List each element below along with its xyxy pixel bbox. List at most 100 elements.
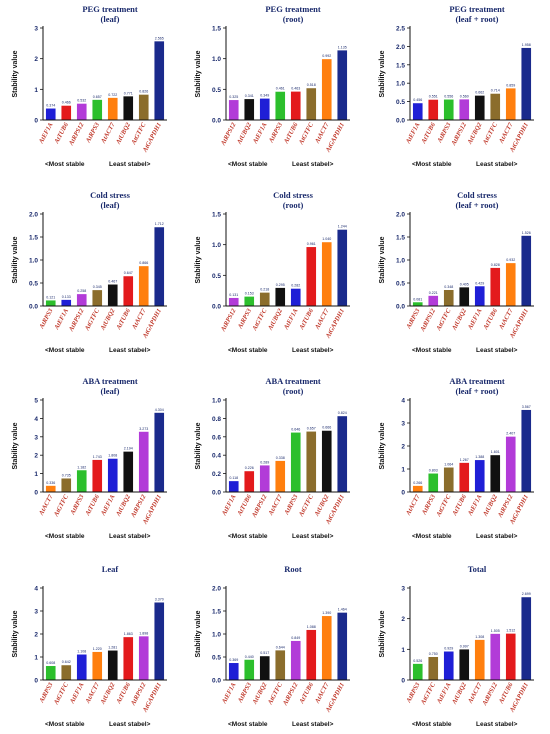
y-tick-label: 1.0	[396, 81, 405, 88]
data-label: 0.405	[460, 282, 469, 286]
bar-AtRPS3	[428, 473, 439, 492]
data-label: 0.258	[77, 289, 86, 293]
footer-most-stable: <Most stable	[228, 721, 268, 728]
data-label: 1.308	[475, 635, 484, 639]
bar-AtUBQ2	[123, 451, 134, 492]
data-label: 0.133	[62, 295, 71, 299]
data-label: 0.849	[291, 636, 300, 640]
bar-AtACT7	[92, 651, 103, 680]
x-tick-label: AtRPS12	[219, 121, 238, 148]
bar-AtUBQ2	[321, 430, 332, 492]
bar-AtTUB6	[290, 91, 301, 120]
data-label: 0.517	[260, 651, 269, 655]
data-label: 0.325	[229, 95, 238, 99]
y-axis-label: Stability value	[195, 422, 202, 469]
bar-AtUBQ2	[259, 656, 270, 680]
x-tick-label: AtGTFC	[297, 121, 315, 146]
data-label: 1.244	[338, 225, 347, 229]
data-label: 1.390	[322, 611, 331, 615]
y-tick-label: 1.5	[212, 26, 221, 33]
x-tick-label: AtRPS12	[450, 121, 469, 148]
y-axis-label: Stability value	[379, 610, 386, 657]
data-label: 0.735	[62, 473, 71, 477]
bar-AtGAPDH1	[521, 597, 532, 680]
x-tick-label: AtTUB6	[420, 121, 438, 146]
data-label: 0.295	[276, 283, 285, 287]
data-label: 0.929	[444, 647, 453, 651]
data-label: 0.771	[124, 91, 133, 95]
chart-title: Total	[468, 564, 487, 574]
data-label: 0.647	[124, 271, 133, 275]
bar-AtEF1A	[412, 103, 423, 120]
data-label: 0.961	[307, 242, 316, 246]
x-tick-label: AtGTFC	[481, 121, 499, 146]
y-tick-label: 1.5	[212, 609, 221, 616]
y-tick-label: 0	[401, 490, 405, 497]
y-tick-label: 1.0	[29, 258, 38, 265]
bar-AtGAPDH1	[154, 41, 165, 121]
bar-AtRPS3	[443, 99, 454, 120]
y-tick-label: 1.0	[212, 56, 221, 63]
bar-AtGAPDH1	[154, 602, 165, 680]
bar-AtRPS3	[290, 432, 301, 492]
data-label: 0.282	[291, 284, 300, 288]
y-tick-label: 0.4	[212, 453, 221, 460]
y-tick-label: 1.0	[396, 258, 405, 265]
y-tick-label: 1.0	[212, 632, 221, 639]
y-tick-label: 0.2	[212, 471, 221, 478]
bar-AtRPS12	[76, 294, 87, 306]
bar-AtGAPDH1	[154, 227, 165, 306]
bar-AtGAPDH1	[521, 47, 532, 120]
y-tick-label: 1.5	[29, 235, 38, 242]
y-tick-label: 1.5	[396, 62, 405, 69]
bar-AtGTFC	[443, 289, 454, 306]
bar-AtGTFC	[428, 657, 439, 680]
data-label: 2.407	[506, 432, 515, 436]
bar-AtGAPDH1	[154, 412, 165, 492]
y-tick-label: 0.0	[396, 118, 405, 125]
bar-AtRPS12	[459, 99, 470, 120]
bar-AtEF1A	[107, 458, 118, 492]
y-tick-label: 0	[34, 118, 38, 125]
data-label: 1.064	[444, 463, 453, 467]
y-tick-label: 3	[34, 26, 38, 33]
bar-AtTUB6	[505, 633, 516, 680]
data-label: 0.121	[46, 295, 55, 299]
y-axis-label: Stability value	[195, 236, 202, 283]
y-tick-label: 3	[34, 434, 38, 441]
y-tick-label: 0.5	[396, 281, 405, 288]
bar-AtGTFC	[61, 478, 72, 492]
y-tick-label: 2.0	[212, 586, 221, 593]
x-tick-label: AtACT7	[267, 493, 284, 517]
x-tick-label: AtUBQ2	[451, 307, 469, 332]
bar-AtTUB6	[306, 629, 317, 680]
data-label: 0.440	[245, 655, 254, 659]
y-axis-label: Stability value	[195, 50, 202, 97]
chart-subtitle: (root)	[283, 386, 304, 396]
y-tick-label: 0.0	[396, 304, 405, 311]
bar-AtRPS12	[259, 465, 270, 492]
data-label: 1.712	[155, 222, 164, 226]
bar-AtGAPDH1	[337, 50, 348, 120]
bar-AtGTFC	[490, 93, 501, 120]
bar-AtTUB6	[244, 471, 255, 492]
bar-AtGTFC	[259, 292, 270, 306]
chart-title: ABA treatment	[82, 376, 137, 386]
y-axis-label: Stability value	[12, 610, 19, 657]
footer-least-stable: Least stabel>	[292, 533, 334, 540]
data-label: 0.824	[338, 411, 347, 415]
chart-panel: ABA treatment(leaf) Stability value 0 1 2 3 4 5…	[12, 376, 167, 540]
data-label: 3.567	[522, 405, 531, 409]
x-tick-label: AtGTFC	[297, 493, 315, 518]
bar-AtGTFC	[92, 290, 103, 306]
y-tick-label: 2	[34, 56, 38, 63]
y-tick-label: 3	[34, 609, 38, 616]
bar-AtUBQ2	[107, 650, 118, 680]
bar-AtGTFC	[443, 467, 454, 492]
footer-most-stable: <Most stable	[45, 721, 85, 728]
footer-most-stable: <Most stable	[45, 347, 85, 354]
data-label: 0.466	[62, 101, 71, 105]
y-axis-label: Stability value	[379, 50, 386, 97]
bar-AtRPS12	[76, 103, 87, 120]
data-label: 1.464	[338, 608, 347, 612]
